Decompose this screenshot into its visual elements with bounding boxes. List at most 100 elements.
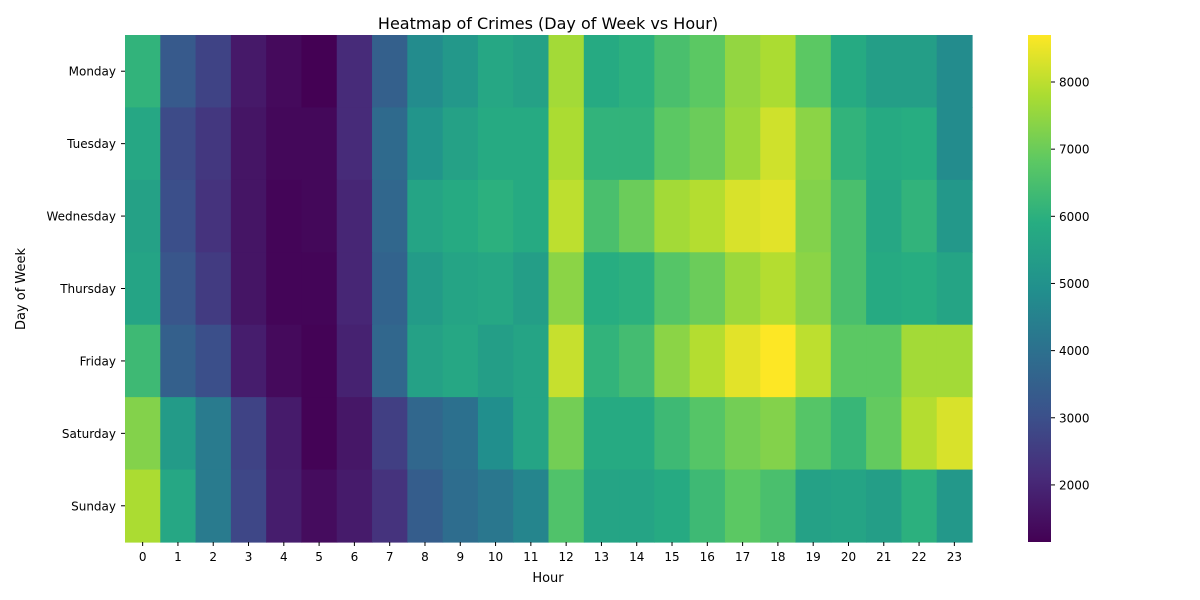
heatmap-cell [160,397,197,471]
colorbar-tick-label: 4000 [1059,344,1090,358]
heatmap-cell [866,107,903,181]
x-tick-label: 11 [523,550,538,564]
heatmap-cell [901,35,938,109]
heatmap-cell [230,107,267,181]
heatmap-cell [160,252,197,326]
x-axis: 0 1 2 3 4 5 6 7 8 9 10 11 12 13 14 15 16 17 18 19 20 21 22 23 [139,542,962,564]
heatmap-cell [301,324,338,398]
heatmap-cell [936,179,973,253]
heatmap-cell [266,397,303,471]
x-tick-label: 1 [174,550,182,564]
heatmap-cell [548,324,585,398]
chart-title: Heatmap of Crimes (Day of Week vs Hour) [378,14,718,33]
heatmap-cell [795,35,832,109]
heatmap-cell [866,397,903,471]
heatmap-cell [795,469,832,543]
heatmap-cell [195,35,232,109]
x-tick-label: 16 [700,550,715,564]
heatmap-cell [760,179,797,253]
heatmap-cell [866,179,903,253]
x-tick-label: 22 [911,550,926,564]
heatmap-cell [372,324,408,398]
x-tick-label: 15 [664,550,679,564]
heatmap-cell [442,397,479,471]
heatmap-cell [689,179,726,253]
heatmap-cell [654,469,691,543]
heatmap-cell [407,252,444,326]
heatmap-cell [548,107,585,181]
heatmap-cell [266,179,303,253]
heatmap-cell [936,107,973,181]
x-tick-label: 0 [139,550,147,564]
heatmap-cell [407,107,444,181]
heatmap-cell [760,324,797,398]
heatmap-cell [689,397,726,471]
heatmap-cell [689,252,726,326]
heatmap-cell [795,107,832,181]
heatmap-cell [866,252,903,326]
heatmap-cell [866,469,903,543]
heatmap-cell [195,397,232,471]
heatmap-cell [477,35,514,109]
heatmap-cell [407,179,444,253]
heatmap-cell [477,469,514,543]
y-tick-label: Wednesday [47,210,116,224]
heatmap-cell [407,324,444,398]
heatmap-cell [336,469,373,543]
colorbar-ticks: 2000 3000 4000 5000 6000 7000 8000 [1051,76,1090,492]
heatmap-cell [901,179,938,253]
heatmap-cell [724,35,761,109]
heatmap-cell [513,469,550,543]
heatmap-cell [724,252,761,326]
colorbar-tick-label: 8000 [1059,76,1090,90]
y-tick-label: Sunday [71,499,116,513]
x-tick-label: 19 [806,550,821,564]
heatmap-cell [724,324,761,398]
heatmap-cell [336,35,373,109]
heatmap-cell [513,324,550,398]
x-tick-label: 5 [315,550,323,564]
heatmap-cell [654,324,691,398]
heatmap-cell [795,397,832,471]
heatmap-cell [301,397,338,471]
colorbar-tick-label: 6000 [1059,210,1090,224]
x-tick-label: 12 [559,550,574,564]
heatmap-cell [689,469,726,543]
heatmap-cell [619,107,655,181]
heatmap-cell [724,107,761,181]
heatmap-cell [301,107,338,181]
heatmap-cell [619,469,655,543]
heatmap-cell [795,252,832,326]
x-tick-label: 13 [594,550,609,564]
heatmap-cell [760,252,797,326]
heatmap-cell [654,252,691,326]
heatmap-cell [901,107,938,181]
heatmap-cell [724,179,761,253]
x-tick-label: 18 [770,550,785,564]
heatmap-cell [372,35,408,109]
x-tick-label: 6 [351,550,359,564]
heatmap-cell [407,469,444,543]
heatmap-cell [160,35,197,109]
heatmap-cell [901,324,938,398]
heatmap-cell [442,179,479,253]
colorbar-tick-label: 2000 [1059,478,1090,492]
x-tick-label: 4 [280,550,288,564]
heatmap-cell [266,35,303,109]
heatmap-cell [548,469,585,543]
heatmap-cell [830,324,867,398]
heatmap-cell [654,35,691,109]
heatmap-cell [513,397,550,471]
heatmap-cell [407,35,444,109]
heatmap-cell [654,179,691,253]
heatmap-cell [901,469,938,543]
y-tick-label: Saturday [62,427,116,441]
heatmap-cell [336,179,373,253]
x-tick-label: 2 [209,550,217,564]
heatmap-cell [548,397,585,471]
heatmap-cell [230,252,267,326]
heatmap-cell [724,469,761,543]
heatmap-cell [830,252,867,326]
heatmap-cell [583,35,620,109]
heatmap-cell [336,107,373,181]
